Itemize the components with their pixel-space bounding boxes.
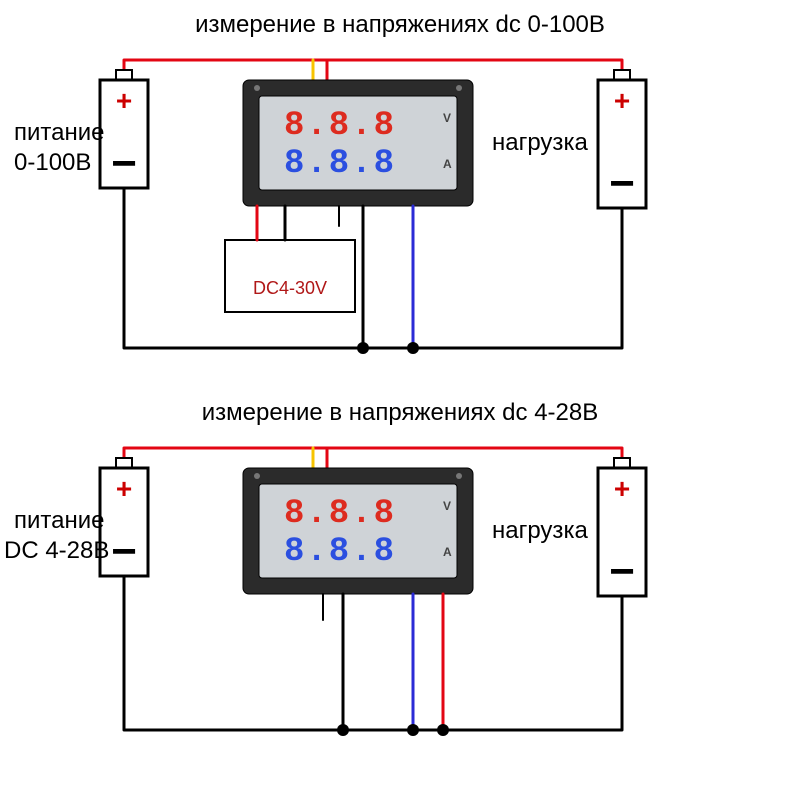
diagram1-title: измерение в напряжениях dc 0-100В (195, 11, 605, 38)
d1-power-label2: 0-100В (14, 149, 91, 176)
d1-load-minus: − (609, 159, 635, 208)
d1-power-minus: − (111, 139, 137, 188)
d1-a-unit: A (443, 157, 452, 171)
d1-power-plus: + (116, 85, 132, 116)
d2-volt-readout: 8.8.8 (284, 495, 396, 533)
wiring-diagram: измерение в напряжениях dc 0-100В + − + − 8.8… (0, 0, 800, 800)
d1-v-unit: V (443, 111, 451, 125)
d2-load-label: нагрузка (492, 517, 588, 544)
d2-amp-readout: 8.8.8 (284, 533, 396, 571)
d1-power-label1: питание (14, 119, 104, 146)
d1-dc-box-text: DC4-30V (253, 278, 327, 298)
d1-amp-readout: 8.8.8 (284, 145, 396, 183)
d1-volt-readout: 8.8.8 (284, 107, 396, 145)
d2-load-minus: − (609, 547, 635, 596)
d2-power-plus: + (116, 473, 132, 504)
d2-power-minus: − (111, 527, 137, 576)
d2-power-label2: DC 4-28В (4, 537, 109, 564)
d2-v-unit: V (443, 499, 451, 513)
d1-load-label: нагрузка (492, 129, 588, 156)
d1-load-plus: + (614, 85, 630, 116)
d2-load-plus: + (614, 473, 630, 504)
diagram2-title: измерение в напряжениях dc 4-28В (202, 399, 599, 426)
d2-a-unit: A (443, 545, 452, 559)
d2-power-label1: питание (14, 507, 104, 534)
